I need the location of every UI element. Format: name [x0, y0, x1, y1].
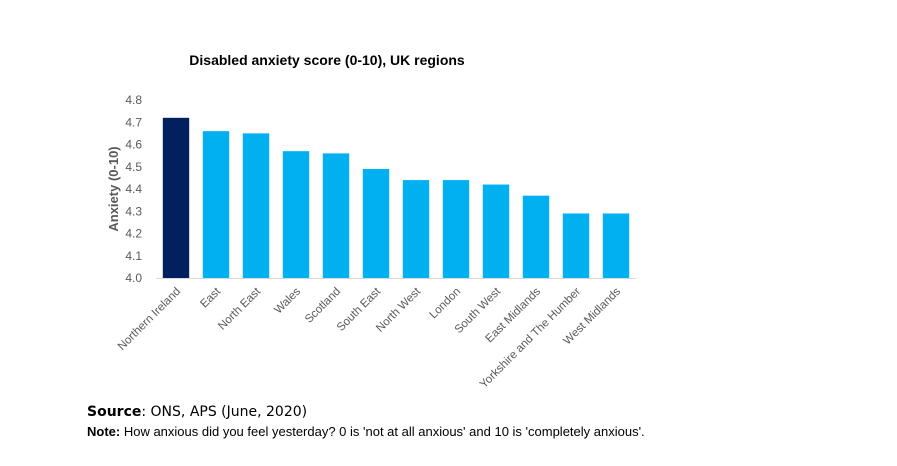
bar — [322, 153, 350, 278]
bar — [242, 133, 270, 278]
bar — [442, 180, 470, 278]
bar — [202, 131, 230, 278]
x-tick-label: Scotland — [303, 286, 343, 326]
bar — [402, 180, 430, 278]
x-tick-label: North West — [374, 285, 424, 335]
note-text: How anxious did you feel yesterday? 0 is… — [120, 424, 645, 439]
y-axis-label: Anxiety (0-10) — [106, 146, 121, 231]
bar — [482, 184, 510, 278]
bar-chart: Disabled anxiety score (0-10), UK region… — [106, 52, 636, 391]
note-line: Note: How anxious did you feel yesterday… — [87, 422, 877, 442]
y-tick-label: 4.5 — [125, 160, 142, 174]
y-tick-label: 4.2 — [125, 227, 142, 241]
y-tick-label: 4.8 — [125, 93, 142, 107]
bars-group — [162, 117, 630, 278]
y-tick-label: 4.7 — [125, 115, 142, 129]
source-label: Source — [87, 404, 142, 420]
y-tick-label: 4.3 — [125, 204, 142, 218]
y-tick-label: 4.1 — [125, 249, 142, 263]
footnotes: Source: ONS, APS (June, 2020) Note: How … — [87, 402, 877, 442]
x-tick-label: London — [428, 286, 464, 322]
bar — [522, 195, 550, 278]
bar — [562, 213, 590, 278]
bar — [162, 117, 190, 278]
bar — [602, 213, 630, 278]
x-tick-label: North East — [216, 285, 263, 332]
x-tick-label: Wales — [272, 285, 303, 316]
y-tick-label: 4.6 — [125, 138, 142, 152]
y-tick-label: 4.4 — [125, 182, 142, 196]
note-label: Note: — [87, 424, 121, 439]
chart-title: Disabled anxiety score (0-10), UK region… — [189, 52, 465, 68]
x-tick-label: East — [198, 285, 223, 310]
source-text: : ONS, APS (June, 2020) — [141, 404, 308, 420]
y-axis-ticks: 4.0 4.1 4.2 4.3 4.4 4.5 4.6 4.7 4.8 — [125, 93, 142, 285]
x-tick-label: Northern Ireland — [116, 286, 183, 353]
bar — [282, 151, 310, 278]
y-tick-label: 4.0 — [125, 271, 142, 285]
bar — [362, 168, 390, 278]
source-line: Source: ONS, APS (June, 2020) — [87, 402, 877, 422]
